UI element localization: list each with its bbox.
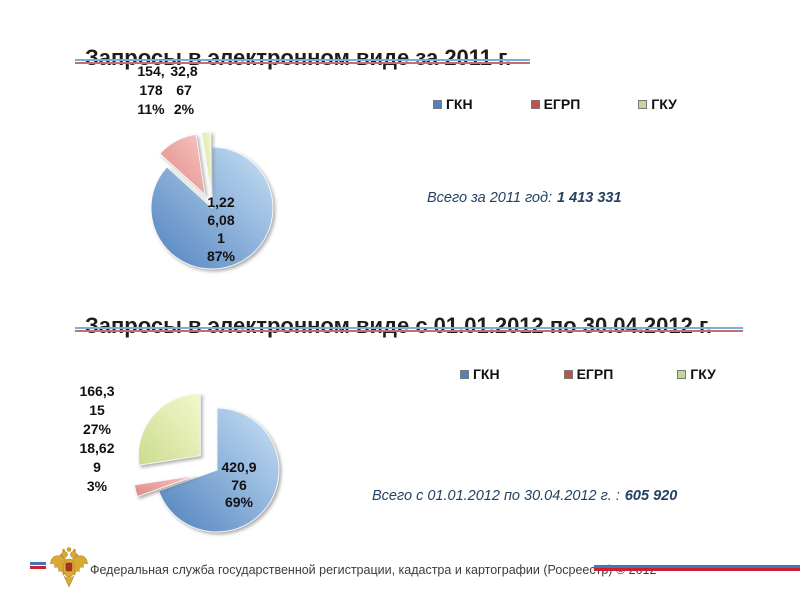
underline-blue-stripe xyxy=(75,59,530,61)
footer-text: Федеральная служба государственной регис… xyxy=(90,563,657,577)
total-2012-value: 605 920 xyxy=(624,488,678,504)
pie-slice-ГКУ xyxy=(201,131,212,194)
legend-swatch-gku-icon xyxy=(638,99,648,109)
underline-red-stripe xyxy=(75,62,530,64)
pie-label-gkn-2011: 1,22 6,08 1 87% xyxy=(206,194,236,264)
pie-slice-ГКУ xyxy=(137,393,201,466)
legend-swatch-gkn-icon xyxy=(433,99,442,109)
legend-item-gku: ГКУ xyxy=(638,96,677,112)
total-2012-label: Всего с 01.01.2012 по 30.04.2012 г. : xyxy=(372,488,620,504)
pie-slice-ГКН xyxy=(150,146,274,270)
total-2012: Всего с 01.01.2012 по 30.04.2012 г. :605… xyxy=(372,488,677,504)
legend-swatch-gku-icon xyxy=(677,369,687,379)
flag-blue-stripe xyxy=(30,562,46,565)
rosreestr-emblem-icon xyxy=(50,547,88,588)
legend-item-gkn: ГКН xyxy=(460,366,500,382)
pie-label-egrp-2012: 18,62 9 3% xyxy=(79,440,115,494)
flag-stripe-icon xyxy=(30,562,46,569)
section-2012-title: Запросы в электронном виде с 01.01.2012 … xyxy=(85,312,713,338)
legend-2012: ГКН ЕГРП ГКУ xyxy=(460,366,716,382)
footer-rule xyxy=(594,565,800,571)
legend-item-egrp: ЕГРП xyxy=(530,96,581,112)
pie-label-gku-2012: 166,3 15 27% xyxy=(79,383,115,437)
legend-item-gku: ГКУ xyxy=(677,366,716,382)
flag-red-stripe xyxy=(30,566,46,569)
total-2011: Всего за 2011 год: 1 413 331 xyxy=(427,190,622,206)
legend-2011: ГКН ЕГРП ГКУ xyxy=(433,96,677,112)
total-2011-value: 1 413 331 xyxy=(557,190,622,206)
legend-label-gkn: ГКН xyxy=(473,366,500,382)
legend-swatch-egrp-icon xyxy=(530,99,540,109)
legend-item-egrp: ЕГРП xyxy=(563,366,614,382)
pie-slice-ГКН xyxy=(158,407,280,533)
pie-chart-2011 xyxy=(150,131,274,270)
legend-item-gkn: ГКН xyxy=(433,96,473,112)
section-2011-title: Запросы в электронном виде за 2011 г. xyxy=(85,44,512,70)
underline-blue-stripe xyxy=(75,327,743,329)
pie-label-gku-2011: 32,8 67 2% xyxy=(170,63,198,117)
legend-swatch-gkn-icon xyxy=(460,369,469,379)
pie-chart-2012 xyxy=(133,393,280,533)
pie-label-gkn-2012: 420,9 76 69% xyxy=(221,459,257,510)
title-underline-2011 xyxy=(75,59,530,64)
pie-slice-ЕГРП xyxy=(133,475,196,498)
legend-label-egrp: ЕГРП xyxy=(543,96,581,112)
pie-label-egrp-2011: 154, 178 11% xyxy=(137,63,165,117)
underline-red-stripe xyxy=(75,330,743,332)
total-2011-label: Всего за 2011 год: xyxy=(427,190,553,206)
legend-swatch-egrp-icon xyxy=(563,369,573,379)
footer-red-stripe xyxy=(594,568,800,571)
legend-label-gkn: ГКН xyxy=(446,96,473,112)
footer-blue-stripe xyxy=(594,565,800,568)
pie-slice-ЕГРП xyxy=(159,133,206,196)
legend-label-gku: ГКУ xyxy=(690,366,716,382)
title-underline-2012 xyxy=(75,327,743,332)
legend-label-gku: ГКУ xyxy=(651,96,677,112)
legend-label-egrp: ЕГРП xyxy=(576,366,614,382)
